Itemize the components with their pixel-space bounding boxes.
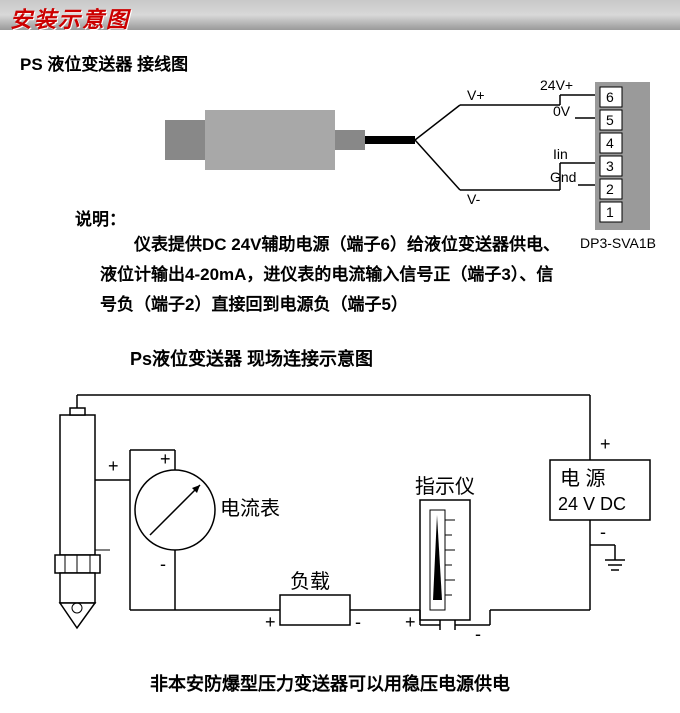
section2-title: Ps液位变送器 现场连接示意图 — [130, 345, 373, 371]
load-label: 负载 — [290, 570, 330, 593]
power-minus: - — [600, 522, 606, 542]
terminal-2: 2 — [600, 179, 622, 199]
label-0v: 0V — [553, 103, 571, 119]
indicator-label: 指示仪 — [415, 475, 475, 498]
label-24vplus: 24V+ — [540, 77, 573, 93]
wiring-diagram-2: + 电 源 24 V DC + 电流表 + - + 负载 - + 指示仪 — [0, 380, 680, 670]
wire-vminus — [415, 140, 460, 190]
cable — [365, 136, 415, 144]
load-plus: + — [265, 612, 276, 632]
svg-text:4: 4 — [606, 135, 614, 151]
desc-label: 说明： — [75, 205, 126, 230]
svg-text:2: 2 — [606, 181, 614, 197]
terminal-3: 3 — [600, 156, 622, 176]
svg-text:1: 1 — [606, 204, 614, 220]
plus-top: + — [600, 434, 611, 454]
indicator-plus: + — [405, 612, 416, 632]
sensor-end-right — [335, 130, 365, 150]
sensor-end-left — [165, 120, 205, 160]
label-vminus: V- — [467, 191, 481, 207]
ammeter-label: 电流表 — [220, 497, 280, 520]
ammeter-plus: + — [160, 449, 171, 469]
header-bar: 安装示意图 — [0, 0, 680, 30]
wire-vplus — [415, 105, 460, 140]
terminal-4: 4 — [600, 133, 622, 153]
transmitter — [55, 408, 100, 628]
terminal-1: 1 — [600, 202, 622, 222]
terminal-model: DP3-SVA1B — [580, 235, 656, 251]
label-iin: Iin — [553, 146, 568, 162]
svg-text:6: 6 — [606, 89, 614, 105]
load-minus: - — [355, 612, 361, 632]
label-vplus: V+ — [467, 87, 485, 103]
svg-text:3: 3 — [606, 158, 614, 174]
desc-text: 仪表提供DC 24V辅助电源（端子6）给液位变送器供电、液位计输出4-20mA，… — [100, 230, 570, 320]
power-label: 电 源 — [560, 467, 606, 490]
terminal-6: 6 — [600, 87, 622, 107]
ammeter-minus: - — [160, 554, 166, 574]
indicator-minus: - — [475, 624, 481, 644]
footer-text: 非本安防爆型压力变送器可以用稳压电源供电 — [150, 670, 510, 696]
load-box — [280, 595, 350, 625]
sensor-body — [205, 110, 335, 170]
header-title: 安装示意图 — [10, 2, 130, 34]
terminal-5: 5 — [600, 110, 622, 130]
plus-sensor: + — [108, 456, 119, 476]
svg-text:5: 5 — [606, 112, 614, 128]
label-gnd: Gnd — [550, 169, 576, 185]
power-voltage: 24 V DC — [558, 494, 626, 514]
